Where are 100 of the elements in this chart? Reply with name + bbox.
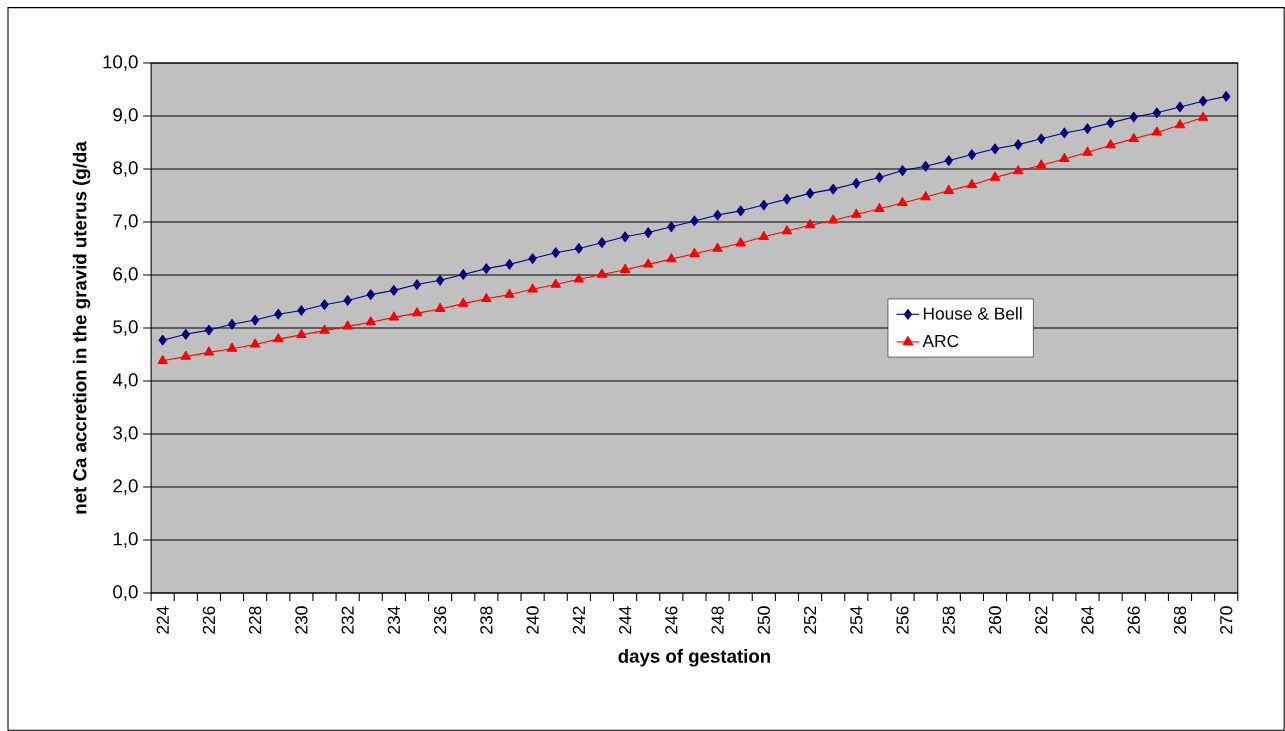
point [203,346,215,356]
point [274,308,283,320]
x-tick-label: 256 [896,606,909,634]
y-tick-label: 8,0 [113,161,138,177]
x-tick-label: 260 [988,606,1002,634]
y-tick-label: 10,0 [103,55,138,71]
point [1152,107,1161,119]
point [1013,139,1023,150]
x-tick-label: 230 [295,606,308,634]
x-tick-label: 262 [1035,606,1048,634]
point [758,230,769,241]
point [434,303,446,313]
point [1037,133,1046,145]
point [550,278,561,288]
y-tick-label: 0,0 [113,585,138,601]
x-tick-label: 270 [1220,606,1233,634]
point [528,253,537,264]
point [1198,95,1208,107]
point [967,149,977,161]
point [619,263,631,273]
x-axis-title: days of gestation [618,649,771,667]
point [644,227,653,238]
point [921,161,930,172]
point [1128,132,1139,142]
y-tick-label: 1,0 [113,532,138,548]
y-tick-label: 2,0 [113,479,138,495]
point [736,205,745,217]
point [597,237,607,248]
point [227,318,237,330]
point [226,342,238,352]
point [1012,165,1024,175]
x-tick-label: 250 [757,606,770,634]
x-tick-label: 242 [572,606,585,634]
point [875,172,884,183]
point [596,268,608,278]
point [482,263,491,274]
x-tick-label: 234 [387,606,401,634]
point [782,193,792,205]
point [204,324,214,336]
point [874,202,885,212]
point [319,324,330,334]
point [735,237,746,247]
y-tick-label: 9,0 [113,108,138,124]
x-tick-label: 246 [665,606,678,634]
point [1129,111,1138,123]
point [1036,159,1047,169]
y-tick-label: 3,0 [113,426,138,442]
point [157,354,168,365]
point [365,316,376,326]
point [1197,111,1209,121]
point [574,243,583,254]
point [1174,119,1186,129]
x-tick-label: 248 [711,606,724,634]
point [1059,153,1070,163]
y-tick-label: 6,0 [113,267,138,283]
point [1151,126,1163,136]
x-tick-label: 226 [202,606,216,634]
x-tick-label: 228 [249,606,262,634]
point [573,273,584,283]
point [781,225,793,235]
point [943,184,954,194]
x-tick-label: 224 [156,606,169,634]
point [666,253,677,263]
point [180,350,191,360]
point [320,299,329,311]
point [527,283,538,293]
x-tick-label: 268 [1173,606,1187,634]
x-tick-label: 232 [341,606,354,634]
point [712,242,723,252]
x-tick-label: 264 [1081,606,1094,634]
point [505,259,514,270]
point [250,338,261,348]
x-tick-label: 258 [942,606,955,634]
point [435,274,445,286]
point [181,329,190,340]
point [412,279,422,290]
point [620,231,630,243]
point [297,305,306,316]
point [388,311,400,321]
x-tick-label: 266 [1127,606,1140,634]
point [1105,139,1116,149]
point [551,247,560,259]
point [1082,146,1093,156]
point [158,334,167,346]
point [296,329,307,339]
y-tick-label: 7,0 [113,214,138,230]
y-tick-label: 5,0 [113,320,138,336]
point [366,289,375,300]
legend-label: House & Bell [923,306,1022,320]
point [966,179,978,189]
point [1175,101,1185,113]
point [343,295,352,306]
x-tick-label: 244 [619,606,632,634]
point [643,258,654,268]
point [458,297,469,307]
point [411,307,423,317]
x-tick-label: 254 [850,606,863,634]
point [804,219,816,229]
point [389,285,399,296]
point [805,188,815,199]
